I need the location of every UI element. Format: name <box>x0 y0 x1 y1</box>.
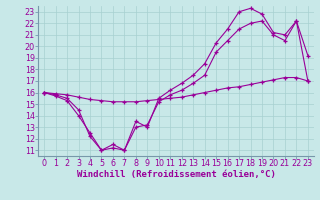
X-axis label: Windchill (Refroidissement éolien,°C): Windchill (Refroidissement éolien,°C) <box>76 170 276 179</box>
